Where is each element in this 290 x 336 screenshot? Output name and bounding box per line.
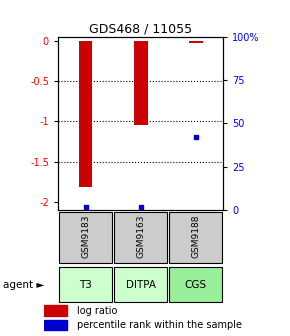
Bar [189, 41, 203, 43]
Bar [169, 212, 222, 263]
Bar [59, 212, 112, 263]
Text: DITPA: DITPA [126, 280, 156, 290]
Text: T3: T3 [79, 280, 92, 290]
Bar [134, 41, 148, 125]
Bar [44, 305, 67, 316]
Bar [114, 212, 167, 263]
Bar [114, 267, 167, 302]
Text: log ratio: log ratio [77, 306, 118, 316]
Text: GSM9183: GSM9183 [81, 215, 90, 258]
Bar [59, 267, 112, 302]
Text: GSM9188: GSM9188 [191, 215, 200, 258]
Title: GDS468 / 11055: GDS468 / 11055 [89, 23, 192, 36]
Text: CGS: CGS [185, 280, 207, 290]
Bar [169, 267, 222, 302]
Text: GSM9163: GSM9163 [136, 215, 145, 258]
Bar [79, 41, 93, 187]
Text: agent ►: agent ► [3, 280, 44, 290]
Text: percentile rank within the sample: percentile rank within the sample [77, 320, 242, 330]
Bar [44, 320, 67, 330]
